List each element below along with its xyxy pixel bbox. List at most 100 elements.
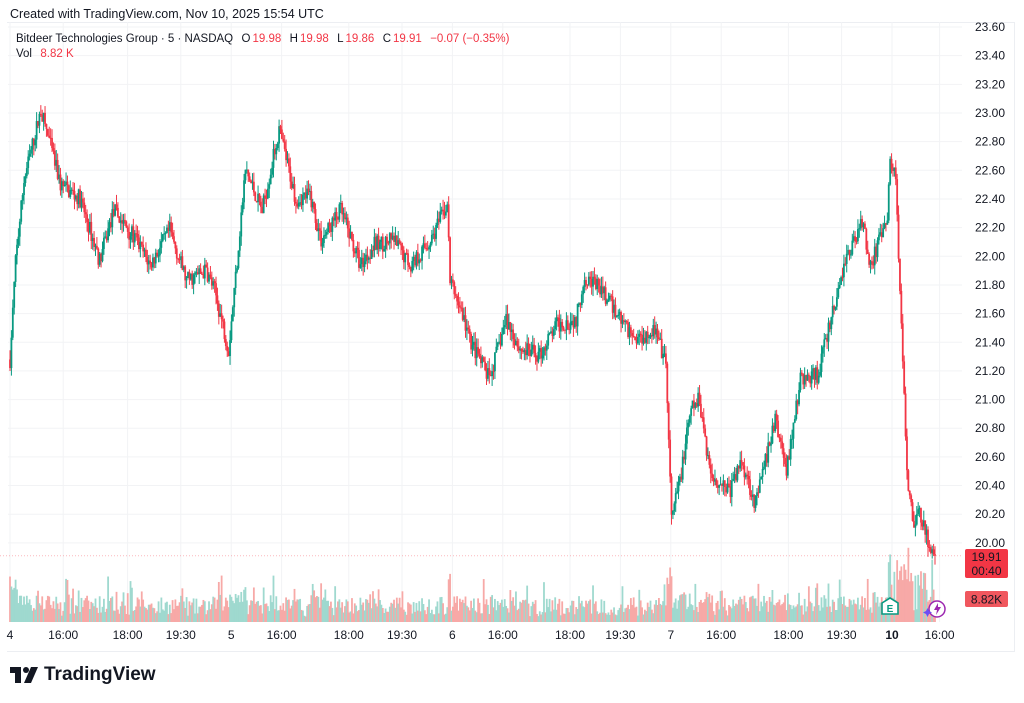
volume-bar <box>676 608 679 622</box>
volume-bar <box>751 595 754 622</box>
candle-body <box>14 255 17 282</box>
candle-body <box>107 228 110 241</box>
candle-body <box>188 272 191 280</box>
volume-bar <box>318 607 321 622</box>
volume-bar <box>533 603 536 622</box>
candle-body <box>484 361 487 371</box>
volume-bar <box>18 595 21 622</box>
volume-bar <box>603 600 606 622</box>
candle-body <box>248 176 251 181</box>
candle-body <box>656 328 659 338</box>
candle-body <box>852 236 855 241</box>
candle-body <box>840 277 842 285</box>
candle-body <box>145 249 147 257</box>
earnings-marker-icon[interactable]: E <box>881 597 899 615</box>
candle-body <box>890 158 893 169</box>
volume-bar <box>802 614 805 622</box>
lightning-event-icon[interactable] <box>923 600 946 618</box>
candle-body <box>87 222 90 233</box>
candle-body <box>429 243 432 248</box>
candle-body <box>669 439 672 477</box>
volume-bar <box>430 609 433 622</box>
volume-bar <box>27 602 30 622</box>
candle-body <box>729 486 732 497</box>
candle-body <box>111 209 114 228</box>
volume-bar <box>215 608 217 622</box>
volume-bar <box>408 603 411 622</box>
candle-body <box>754 495 757 508</box>
volume-bar <box>236 597 238 622</box>
price-tick-label: 20.60 <box>975 450 1005 464</box>
volume-bar <box>722 606 725 622</box>
candle-body <box>470 333 472 350</box>
candle-body <box>146 256 149 265</box>
candle-body <box>430 234 433 244</box>
volume-bar <box>423 610 426 622</box>
candle-body <box>473 341 475 345</box>
volume-bar <box>838 579 841 622</box>
volume-bar <box>114 610 117 622</box>
volume-bar <box>217 581 220 622</box>
candle-body <box>122 219 125 224</box>
candle-body <box>559 321 562 332</box>
volume-bar <box>386 611 388 622</box>
candle-body <box>331 217 334 232</box>
candle-body <box>293 184 296 202</box>
candle-body <box>712 477 715 482</box>
volume-bar <box>519 601 522 622</box>
volume-bar <box>299 598 302 622</box>
candle-body <box>885 223 887 225</box>
volume-bar <box>422 604 425 622</box>
candle-body <box>784 457 786 464</box>
volume-bar <box>426 606 429 622</box>
volume-bar <box>775 602 778 622</box>
candle-body <box>499 341 502 346</box>
candle-body <box>889 158 892 185</box>
volume-bar <box>276 610 279 622</box>
candle-body <box>615 316 618 318</box>
volume-bar <box>824 598 827 622</box>
volume-bar <box>695 606 698 622</box>
volume-bar <box>307 604 310 622</box>
candle-body <box>397 240 400 246</box>
volume-bar <box>807 586 810 622</box>
candle-body <box>719 484 722 486</box>
candle-body <box>173 236 175 242</box>
candle-body <box>732 478 735 481</box>
candle-body <box>744 474 747 478</box>
candle-body <box>292 184 295 188</box>
volume-bar <box>658 598 660 622</box>
candle-body <box>851 240 854 255</box>
volume-bar <box>161 609 164 622</box>
volume-bar <box>95 607 98 622</box>
volume-bar <box>606 614 608 622</box>
candle-body <box>257 193 259 203</box>
volume-bar <box>502 606 505 622</box>
candle-body <box>153 257 156 264</box>
volume-bar <box>290 605 293 622</box>
candle-body <box>74 195 77 200</box>
volume-bar <box>799 605 802 622</box>
candle-body <box>236 268 238 272</box>
candle-body <box>540 348 543 359</box>
time-tick-label: 19:30 <box>605 628 635 642</box>
volume-bar <box>342 612 345 622</box>
candle-body <box>475 347 478 359</box>
volume-bar <box>84 598 87 622</box>
volume-bar <box>813 606 816 622</box>
volume-bar <box>608 614 611 622</box>
candle-body <box>934 554 936 556</box>
candle-body <box>335 211 338 218</box>
volume-bar <box>721 590 723 622</box>
volume-bar <box>830 612 833 622</box>
volume-bar <box>32 608 35 622</box>
candle-body <box>814 367 817 380</box>
candle-body <box>834 306 837 310</box>
volume-bar <box>101 606 104 622</box>
volume-bar <box>540 614 543 622</box>
volume-bar <box>296 599 299 622</box>
candle-body <box>547 334 550 346</box>
volume-bar <box>583 607 586 622</box>
volume-bar <box>569 605 572 622</box>
